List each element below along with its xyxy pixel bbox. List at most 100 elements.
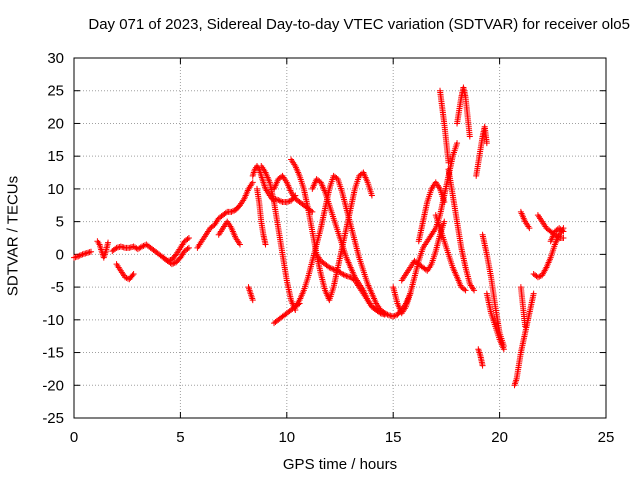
data-point	[168, 261, 175, 268]
y-tick-label: 30	[47, 50, 64, 67]
y-tick-label: -5	[51, 279, 64, 296]
data-point	[530, 290, 537, 297]
y-tick-label: 10	[47, 181, 64, 198]
data-point	[536, 273, 543, 280]
series-arc-19	[390, 140, 461, 317]
data-point	[249, 179, 256, 186]
data-point	[461, 286, 468, 293]
data-point	[185, 244, 192, 251]
chart-title-text: Day 071 of 2023, Sidereal Day-to-day VTE…	[88, 16, 630, 33]
data-point	[276, 197, 283, 204]
data-point	[185, 235, 192, 241]
data-point	[122, 274, 129, 281]
data-point	[466, 133, 473, 140]
data-point	[445, 159, 452, 166]
data-point	[462, 287, 469, 294]
data-point	[454, 140, 461, 147]
data-point	[184, 245, 191, 252]
data-point	[130, 271, 137, 277]
series-arc-33	[530, 225, 567, 281]
series-arc-25	[454, 84, 473, 140]
data-point	[309, 208, 316, 215]
chart-title: Day 071 of 2023, Sidereal Day-to-day VTE…	[0, 16, 640, 33]
data-point	[560, 235, 567, 241]
plot-frame	[73, 57, 607, 419]
series-arc-32	[517, 208, 533, 232]
series-arc-07	[215, 218, 243, 248]
series-arc-35	[547, 225, 567, 245]
data-point	[228, 208, 235, 215]
y-tick-label: -15	[42, 345, 64, 362]
y-tick-label: 25	[47, 83, 64, 100]
data-point	[500, 346, 507, 353]
data-point	[278, 198, 285, 205]
data-point	[483, 140, 490, 147]
series-arc-27	[479, 231, 507, 349]
x-tick-label: 10	[278, 429, 295, 446]
data-point	[139, 243, 146, 250]
y-tick-label: 20	[47, 115, 64, 132]
data-point	[184, 236, 191, 243]
series-arc-08	[245, 284, 256, 304]
data-point	[560, 228, 567, 235]
data-point	[340, 271, 347, 278]
series-arc-04	[113, 261, 137, 283]
data-point	[526, 225, 533, 232]
y-axis-label: SDTVAR / TECUs	[4, 175, 22, 297]
y-tick-label: 0	[56, 246, 64, 263]
series-arc-02	[94, 238, 112, 261]
series-arc-05	[160, 244, 192, 268]
series-arc-22	[432, 212, 469, 294]
y-tick-label: -10	[42, 312, 64, 329]
data-point	[368, 192, 375, 199]
data-point	[76, 252, 83, 259]
series-arc-21	[415, 179, 448, 245]
series-arc-14	[288, 156, 375, 304]
x-axis-label: GPS time / hours	[282, 456, 398, 473]
data-point	[341, 272, 348, 279]
data-point	[471, 287, 478, 294]
series-arc-29	[475, 346, 486, 369]
x-tick-label: 15	[385, 429, 402, 446]
data-point	[105, 239, 112, 246]
series-arc-23	[437, 87, 452, 166]
data-point	[229, 208, 236, 215]
y-tick-label: -20	[42, 377, 64, 394]
series-arc-30	[511, 290, 537, 389]
data-point	[222, 209, 229, 216]
data-point	[339, 271, 346, 277]
data-point	[391, 312, 398, 319]
series-arc-06	[194, 179, 256, 251]
data-point	[383, 310, 390, 317]
x-tick-label: 25	[598, 429, 615, 446]
data-point	[326, 264, 333, 271]
data-point	[441, 199, 448, 205]
data-point	[390, 313, 397, 320]
x-tick-label: 5	[176, 429, 184, 446]
series-arc-17	[309, 176, 388, 318]
data-point	[554, 233, 561, 240]
data-point	[236, 241, 243, 248]
data-point	[249, 297, 256, 304]
data-point	[534, 274, 541, 281]
y-tick-label: 15	[47, 148, 64, 165]
grid-layer	[74, 58, 606, 418]
series-arc-03	[109, 235, 192, 264]
marks-layer	[71, 84, 567, 389]
data-point	[88, 248, 95, 255]
x-tick-label: 20	[491, 429, 508, 446]
series-arc-31	[517, 284, 529, 330]
data-point	[327, 265, 334, 272]
data-point	[262, 241, 269, 248]
series-arc-28	[483, 290, 507, 353]
data-point	[129, 272, 136, 279]
data-point	[559, 227, 566, 234]
series-arc-24	[445, 166, 478, 294]
data-point	[384, 311, 391, 318]
series-arc-26	[473, 123, 490, 179]
data-point	[479, 362, 486, 369]
data-point	[329, 265, 336, 272]
data-point	[78, 252, 85, 259]
